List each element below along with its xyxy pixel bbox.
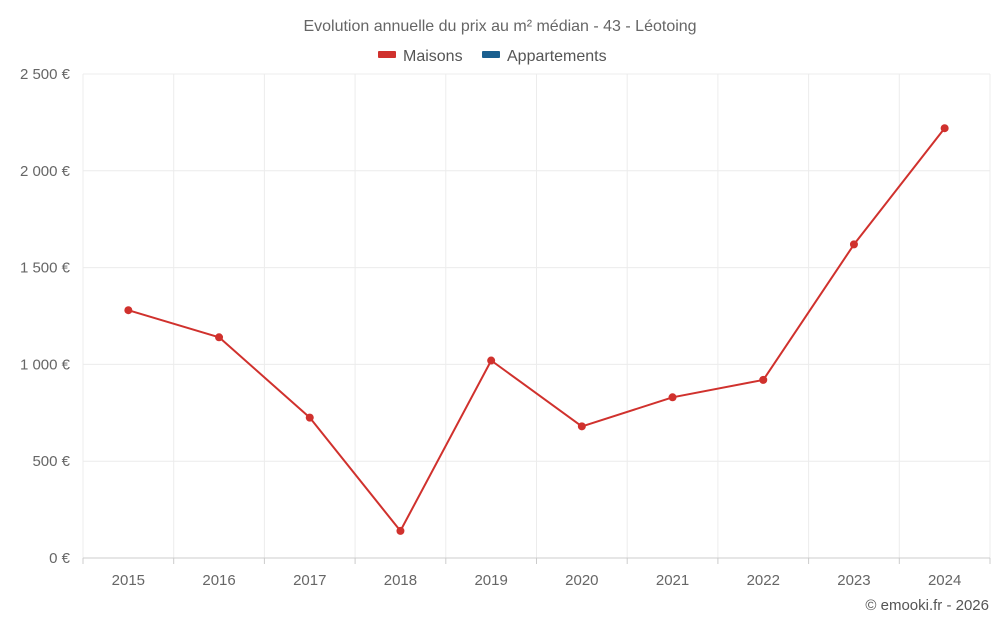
x-tick-label: 2020 (565, 572, 598, 589)
legend-swatch-maisons (378, 51, 396, 58)
credit-text: © emooki.fr - 2026 (865, 597, 989, 614)
y-tick-label: 0 € (49, 550, 71, 567)
y-tick-label: 1 500 € (20, 260, 71, 277)
data-point[interactable] (396, 526, 405, 535)
data-point[interactable] (759, 375, 768, 384)
x-tick-label: 2016 (202, 572, 235, 589)
legend-item-appartements[interactable]: Appartements (482, 48, 607, 65)
y-axis-ticks: 0 € 500 € 1 000 € 1 500 € 2 000 € 2 500 € (20, 66, 71, 567)
chart-title: Evolution annuelle du prix au m² médian … (303, 18, 696, 35)
series-maisons (124, 124, 949, 535)
x-tick-label: 2023 (837, 572, 870, 589)
x-tick-label: 2018 (384, 572, 417, 589)
legend-label-maisons: Maisons (403, 48, 463, 65)
grid (82, 73, 991, 558)
data-point[interactable] (577, 422, 586, 431)
y-tick-label: 2 500 € (20, 66, 71, 83)
x-tick-label: 2015 (112, 572, 145, 589)
y-tick-label: 2 000 € (20, 163, 71, 180)
data-point[interactable] (849, 240, 858, 249)
legend-item-maisons[interactable]: Maisons (378, 48, 463, 65)
data-point[interactable] (668, 393, 677, 402)
legend: Maisons Appartements (378, 48, 607, 65)
x-axis-ticks: 2015 2016 2017 2018 2019 2020 2021 2022 2023 2024 (82, 558, 991, 589)
y-tick-label: 1 000 € (20, 356, 71, 373)
data-point[interactable] (940, 124, 949, 133)
x-tick-label: 2017 (293, 572, 326, 589)
legend-label-appartements: Appartements (507, 48, 607, 65)
data-point[interactable] (487, 356, 496, 365)
series-line (128, 127, 946, 532)
x-tick-label: 2024 (928, 572, 961, 589)
y-tick-label: 500 € (32, 453, 70, 470)
x-tick-label: 2022 (747, 572, 780, 589)
data-point[interactable] (305, 413, 314, 422)
data-point[interactable] (124, 306, 133, 315)
x-tick-label: 2021 (656, 572, 689, 589)
legend-swatch-appartements (482, 51, 500, 58)
x-tick-label: 2019 (474, 572, 507, 589)
data-point[interactable] (215, 333, 224, 342)
